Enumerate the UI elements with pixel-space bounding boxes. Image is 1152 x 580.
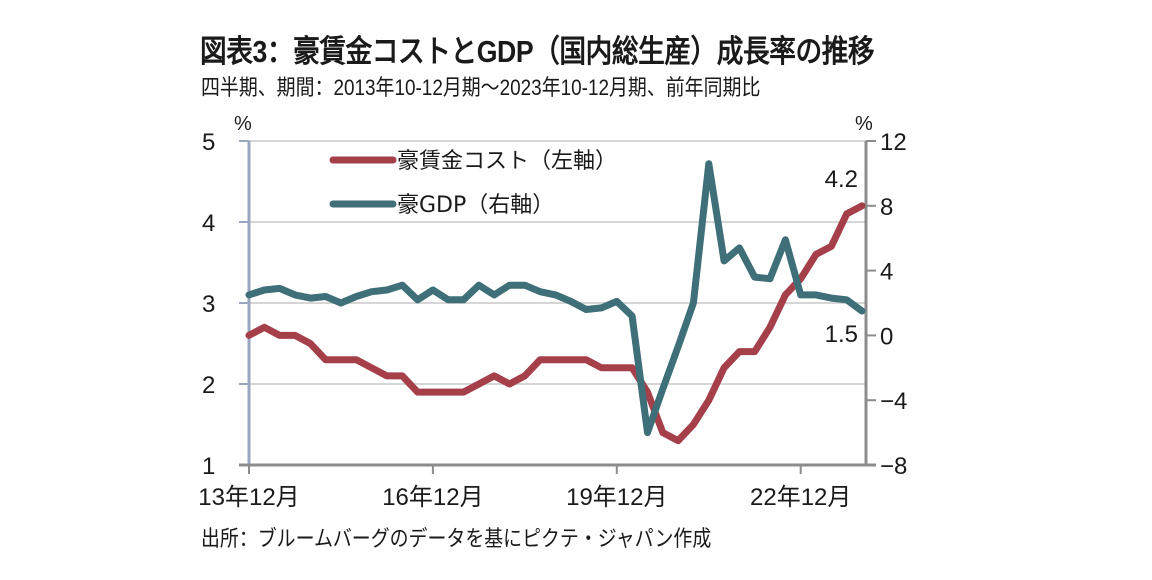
- x-tick-label: 19年12月: [566, 484, 667, 511]
- x-tick-label: 13年12月: [198, 484, 299, 511]
- right-tick-label: 0: [880, 323, 893, 350]
- left-tick-label: 2: [202, 372, 215, 399]
- source-note: 出所：ブルームバーグのデータを基にピクテ・ジャパン作成: [201, 526, 712, 551]
- x-tick-label: 16年12月: [382, 484, 483, 511]
- wage-cost-line: [245, 202, 866, 445]
- left-axis-unit: %: [234, 113, 252, 135]
- right-tick-label: −8: [880, 453, 907, 480]
- legend-label-wage: 豪賃金コスト（左軸）: [397, 149, 617, 174]
- right-tick-label: 4: [880, 259, 893, 286]
- axes: [239, 140, 876, 474]
- chart-title: 図表3：豪賃金コストとGDP（国内総生産）成長率の推移: [200, 34, 875, 69]
- left-tick-label: 3: [202, 291, 215, 318]
- gridlines: [249, 140, 866, 385]
- chart-subtitle: 四半期、期間：2013年10-12月期～2023年10-12月期、前年同期比: [201, 75, 761, 100]
- gdp-end-label: 1.5: [825, 321, 858, 348]
- legend: 豪賃金コスト（左軸） 豪GDP（右軸）: [329, 149, 617, 218]
- left-tick-label: 4: [202, 210, 215, 237]
- right-tick-label: 12: [880, 129, 907, 156]
- right-tick-label: 8: [880, 194, 893, 221]
- left-tick-label: 5: [202, 129, 215, 156]
- right-axis-unit: %: [855, 113, 873, 135]
- left-tick-label: 1: [202, 453, 215, 480]
- series-lines: [245, 160, 866, 445]
- wage-end-label: 4.2: [825, 166, 858, 193]
- legend-label-gdp: 豪GDP（右軸）: [397, 193, 554, 218]
- right-tick-label: −4: [880, 388, 907, 415]
- x-tick-label: 22年12月: [750, 484, 851, 511]
